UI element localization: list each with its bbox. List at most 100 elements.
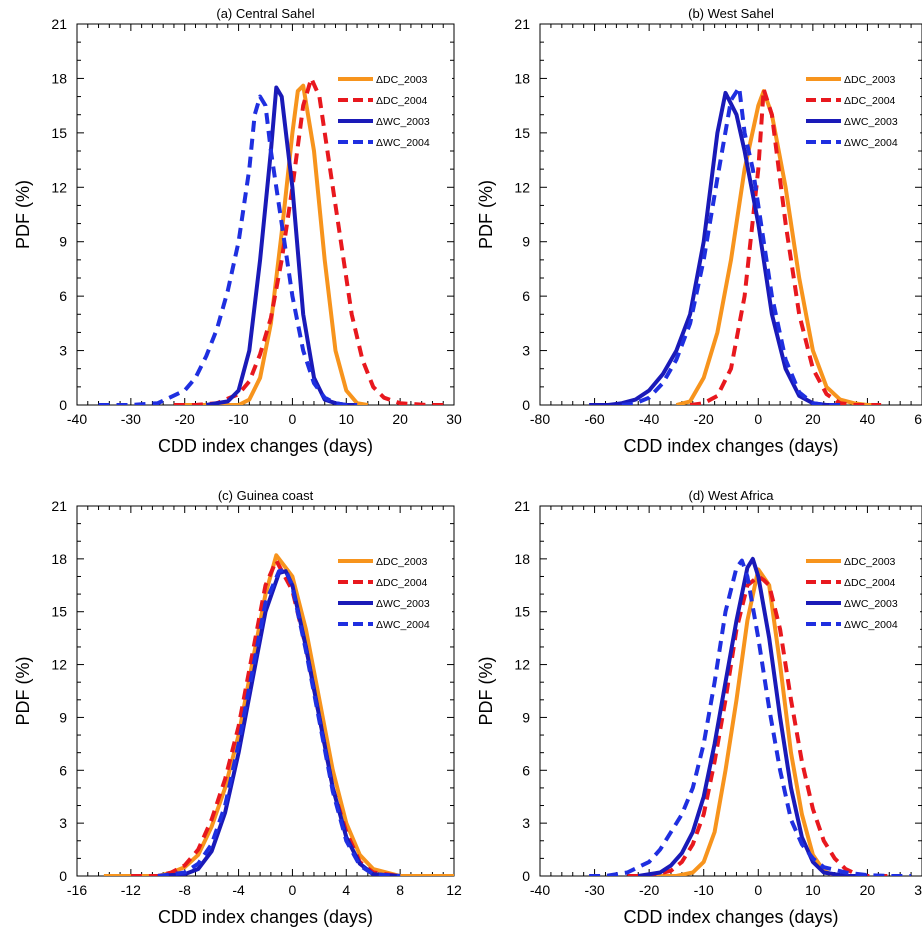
y-tick-label: 6 bbox=[59, 288, 67, 304]
y-tick-label: 15 bbox=[514, 604, 530, 620]
legend: ΔDC_2003 ΔDC_2004 ΔWC_2003 ΔWC_2004 bbox=[804, 551, 920, 632]
y-tick-label: 18 bbox=[51, 551, 67, 567]
series-line-4 bbox=[589, 558, 912, 876]
y-axis-label: PDF (%) bbox=[13, 180, 33, 249]
chart-panel-4: -40 -30 -20 -10 0 10 20 30 0 3 6 9 12 15 18 21 (d) West … bbox=[476, 488, 922, 927]
legend-label-2: ΔDC_2004 bbox=[376, 577, 428, 589]
legend-label-2: ΔDC_2004 bbox=[844, 95, 896, 107]
x-tick-label: 20 bbox=[860, 882, 876, 898]
legend-label-4: ΔWC_2004 bbox=[376, 137, 430, 149]
y-axis-label: PDF (%) bbox=[476, 657, 496, 726]
legend: ΔDC_2003 ΔDC_2004 ΔWC_2003 ΔWC_2004 bbox=[336, 69, 452, 150]
x-tick-label: -10 bbox=[694, 882, 714, 898]
legend-label-4: ΔWC_2004 bbox=[844, 137, 898, 149]
x-tick-label: 30 bbox=[914, 882, 922, 898]
x-tick-label: 40 bbox=[860, 411, 876, 427]
y-axis-label: PDF (%) bbox=[476, 180, 496, 249]
legend: ΔDC_2003 ΔDC_2004 ΔWC_2003 ΔWC_2004 bbox=[804, 69, 920, 150]
series-line-2 bbox=[173, 76, 449, 405]
y-tick-label: 15 bbox=[51, 604, 67, 620]
legend-box bbox=[804, 551, 920, 632]
x-tick-label: -60 bbox=[584, 411, 604, 427]
x-tick-label: -20 bbox=[175, 411, 195, 427]
series-line-1 bbox=[649, 567, 857, 876]
x-tick-label: -40 bbox=[530, 882, 550, 898]
y-tick-label: 9 bbox=[59, 709, 67, 725]
chart-panel-1: -40 -30 -20 -10 0 10 20 30 0 3 6 9 12 15 18 21 (a) Centr… bbox=[13, 6, 462, 456]
y-tick-label: 21 bbox=[514, 16, 530, 32]
y-tick-label: 15 bbox=[51, 125, 67, 141]
series-line-4 bbox=[157, 567, 401, 876]
legend-box bbox=[336, 69, 452, 150]
x-tick-label: 0 bbox=[754, 411, 762, 427]
plot-frame bbox=[76, 505, 455, 877]
legend-label-4: ΔWC_2004 bbox=[376, 619, 430, 631]
panel-title: (a) Central Sahel bbox=[216, 6, 314, 21]
y-tick-label: 21 bbox=[51, 16, 67, 32]
series-line-3 bbox=[205, 85, 358, 405]
y-tick-label: 21 bbox=[514, 498, 530, 514]
y-tick-label: 18 bbox=[51, 70, 67, 86]
y-tick-label: 6 bbox=[522, 762, 530, 778]
y-tick-label: 12 bbox=[51, 657, 67, 673]
x-tick-label: 0 bbox=[289, 411, 297, 427]
series-line-4 bbox=[98, 94, 358, 405]
x-tick-label: 20 bbox=[805, 411, 821, 427]
x-tick-label: -30 bbox=[584, 882, 604, 898]
x-axis-label: CDD index changes (days) bbox=[623, 436, 838, 456]
legend-box bbox=[336, 551, 452, 632]
x-tick-label: -12 bbox=[121, 882, 141, 898]
x-tick-label: 4 bbox=[342, 882, 350, 898]
x-tick-label: 60 bbox=[914, 411, 922, 427]
plot-frame bbox=[539, 505, 922, 877]
y-tick-label: 3 bbox=[522, 343, 530, 359]
x-tick-label: -4 bbox=[232, 882, 245, 898]
legend-label-3: ΔWC_2003 bbox=[844, 598, 898, 610]
x-tick-label: 30 bbox=[446, 411, 462, 427]
legend-label-4: ΔWC_2004 bbox=[844, 619, 898, 631]
y-tick-label: 18 bbox=[514, 551, 530, 567]
legend-label-1: ΔDC_2003 bbox=[376, 74, 428, 86]
x-tick-label: -10 bbox=[228, 411, 248, 427]
x-axis-label: CDD index changes (days) bbox=[158, 436, 373, 456]
x-axis-label: CDD index changes (days) bbox=[158, 907, 373, 927]
y-tick-label: 3 bbox=[522, 815, 530, 831]
legend-label-2: ΔDC_2004 bbox=[376, 95, 428, 107]
series-line-2 bbox=[627, 574, 890, 876]
x-tick-label: -40 bbox=[639, 411, 659, 427]
legend-label-2: ΔDC_2004 bbox=[844, 577, 896, 589]
y-tick-label: 9 bbox=[522, 709, 530, 725]
x-tick-label: -16 bbox=[67, 882, 87, 898]
x-tick-label: 0 bbox=[289, 882, 297, 898]
y-tick-label: 6 bbox=[522, 288, 530, 304]
plot-frame bbox=[539, 23, 922, 406]
x-tick-label: -30 bbox=[121, 411, 141, 427]
y-tick-label: 6 bbox=[59, 762, 67, 778]
y-tick-label: 12 bbox=[51, 179, 67, 195]
x-tick-label: 0 bbox=[754, 882, 762, 898]
y-tick-label: 0 bbox=[522, 397, 530, 413]
y-tick-label: 3 bbox=[59, 815, 67, 831]
y-tick-label: 0 bbox=[59, 868, 67, 884]
x-tick-label: -20 bbox=[639, 882, 659, 898]
legend-label-3: ΔWC_2003 bbox=[376, 598, 430, 610]
y-tick-label: 9 bbox=[59, 234, 67, 250]
x-tick-label: 12 bbox=[446, 882, 462, 898]
legend-label-1: ΔDC_2003 bbox=[844, 74, 896, 86]
legend-label-1: ΔDC_2003 bbox=[844, 556, 896, 568]
y-tick-label: 12 bbox=[514, 657, 530, 673]
series-line-4 bbox=[621, 85, 841, 405]
plot-frame bbox=[76, 23, 455, 406]
legend-label-1: ΔDC_2003 bbox=[376, 556, 428, 568]
legend-box bbox=[804, 69, 920, 150]
x-tick-label: -80 bbox=[530, 411, 550, 427]
y-tick-label: 9 bbox=[522, 234, 530, 250]
y-tick-label: 18 bbox=[514, 70, 530, 86]
legend: ΔDC_2003 ΔDC_2004 ΔWC_2003 ΔWC_2004 bbox=[336, 551, 452, 632]
series-line-3 bbox=[589, 90, 841, 405]
legend-label-3: ΔWC_2003 bbox=[376, 116, 430, 128]
x-axis-label: CDD index changes (days) bbox=[623, 907, 838, 927]
series-line-1 bbox=[173, 83, 369, 405]
x-tick-label: -8 bbox=[178, 882, 191, 898]
